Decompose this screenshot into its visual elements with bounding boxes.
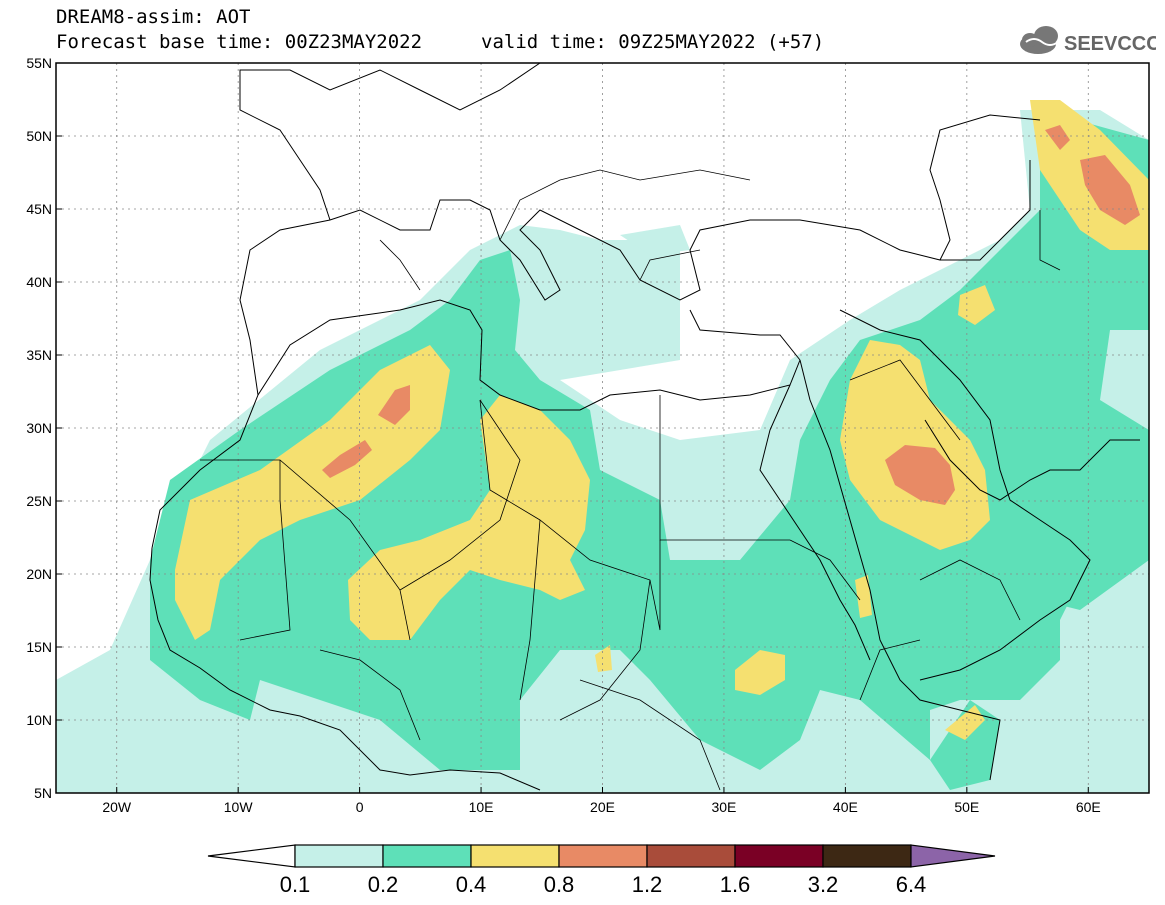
colorbar-segment xyxy=(382,844,472,868)
coastlines xyxy=(149,63,1140,791)
lon-tick-label: 20E xyxy=(590,799,615,815)
lat-tick-label: 50N xyxy=(26,128,52,144)
lon-tick-label: 20W xyxy=(102,799,132,815)
colorbar-segment xyxy=(822,844,912,868)
title-line-1: DREAM8-assim: AOT xyxy=(56,6,251,28)
colorbar-segment xyxy=(558,844,648,868)
lon-tick-label: 40E xyxy=(833,799,858,815)
country-borders xyxy=(200,169,1061,791)
lat-tick-label: 25N xyxy=(26,493,52,509)
lat-tick-label: 45N xyxy=(26,201,52,217)
colorbar-label: 0.1 xyxy=(280,872,311,897)
lat-tick-label: 15N xyxy=(26,639,52,655)
logo-text: SEEVCCC xyxy=(1064,33,1156,55)
lon-tick-label: 30E xyxy=(711,799,736,815)
colorbar-label: 0.2 xyxy=(368,872,399,897)
colorbar-label: 0.8 xyxy=(544,872,575,897)
colorbar-high-arrow xyxy=(910,844,996,868)
lon-tick-label: 10W xyxy=(224,799,254,815)
lat-tick-label: 35N xyxy=(26,347,52,363)
lat-tick-label: 55N xyxy=(26,55,52,71)
lat-tick-label: 5N xyxy=(34,785,52,801)
colorbar-label: 1.6 xyxy=(720,872,751,897)
lat-tick-label: 10N xyxy=(26,712,52,728)
colorbar: 0.1 0.2 0.4 0.8 1.2 1.6 3.2 6.4 xyxy=(207,844,996,897)
colorbar-segment xyxy=(470,844,560,868)
colorbar-segment xyxy=(734,844,824,868)
lat-tick-label: 20N xyxy=(26,566,52,582)
lon-tick-label: 50E xyxy=(954,799,979,815)
cloud-icon: SEEVCCC xyxy=(1020,26,1161,55)
colorbar-label: 0.4 xyxy=(456,872,487,897)
lon-tick-label: 0 xyxy=(356,799,364,815)
colorbar-segment xyxy=(294,844,384,868)
colorbar-label: 3.2 xyxy=(808,872,839,897)
lat-tick-label: 30N xyxy=(26,420,52,436)
valid-time: valid time: 09Z25MAY2022 (+57) xyxy=(481,31,825,53)
axis-ticks: 20W 10W 0 10E 20E 30E 40E 50E 60E 5N 10N 15N 20N 25N 3… xyxy=(26,55,1100,815)
lat-tick-label: 40N xyxy=(26,274,52,290)
graticule xyxy=(56,63,1149,793)
lon-tick-label: 60E xyxy=(1076,799,1101,815)
colorbar-label: 6.4 xyxy=(896,872,927,897)
colorbar-label: 1.2 xyxy=(632,872,663,897)
seevccc-logo: SEEVCCC xyxy=(1016,20,1161,60)
aot-field xyxy=(56,100,1149,793)
lon-tick-label: 10E xyxy=(469,799,494,815)
title-line-2: Forecast base time: 00Z23MAY2022 xyxy=(56,31,423,53)
colorbar-segment xyxy=(646,844,736,868)
colorbar-low-arrow xyxy=(207,844,296,868)
